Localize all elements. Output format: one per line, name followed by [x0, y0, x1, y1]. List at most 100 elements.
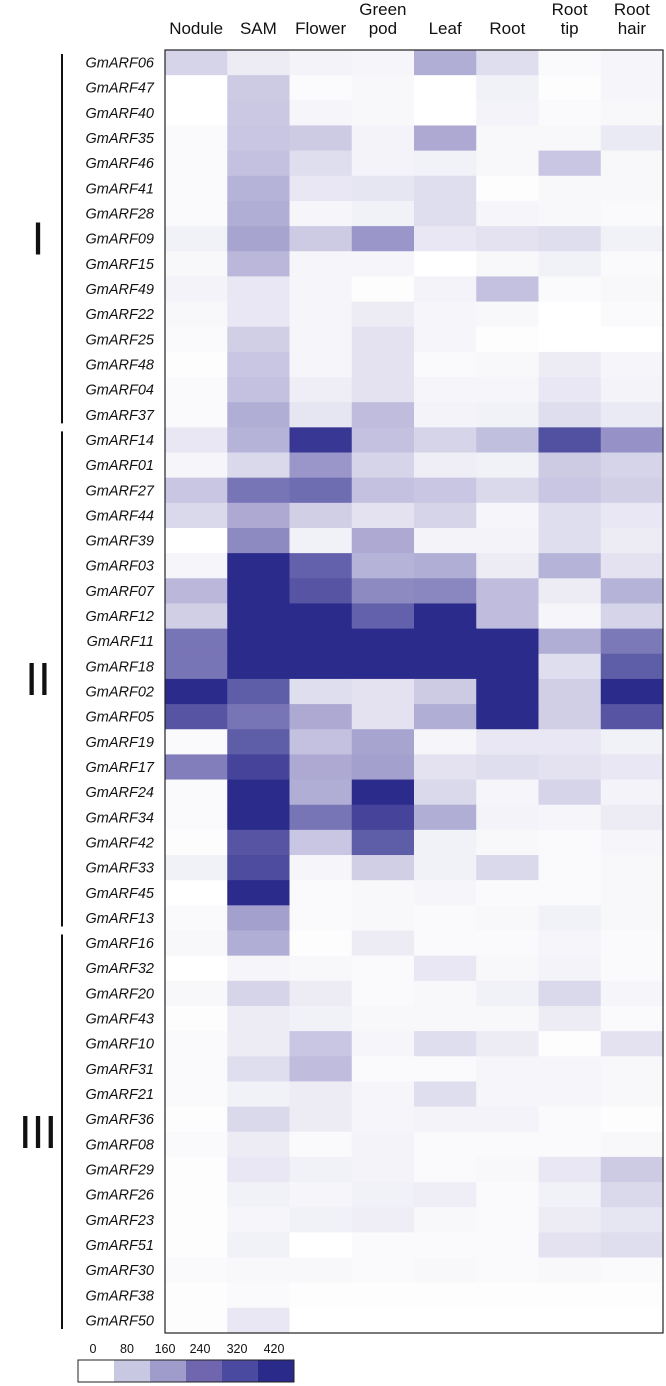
cell-gmarf01-5 — [476, 452, 540, 479]
cell-gmarf20-3 — [351, 980, 415, 1007]
cell-gmarf38-3 — [351, 1282, 415, 1309]
cell-gmarf09-0 — [165, 226, 228, 252]
cell-gmarf06-3 — [351, 50, 415, 76]
cell-gmarf11-1 — [227, 628, 291, 655]
cell-gmarf43-4 — [414, 1005, 477, 1032]
cell-gmarf50-5 — [476, 1307, 540, 1334]
cell-gmarf37-3 — [351, 402, 415, 428]
cell-gmarf12-7 — [600, 603, 664, 630]
cell-gmarf18-0 — [165, 653, 228, 680]
cell-gmarf02-5 — [476, 678, 540, 705]
legend-swatch — [114, 1360, 151, 1382]
cell-gmarf38-7 — [600, 1282, 664, 1309]
cell-gmarf36-1 — [227, 1106, 291, 1133]
cell-gmarf19-4 — [414, 729, 477, 755]
cell-gmarf17-7 — [600, 754, 664, 781]
cell-gmarf32-1 — [227, 955, 291, 982]
cell-gmarf41-6 — [538, 175, 602, 202]
cell-gmarf30-4 — [414, 1257, 477, 1284]
cell-gmarf33-2 — [289, 855, 353, 881]
cell-gmarf14-7 — [600, 427, 664, 454]
cell-gmarf08-5 — [476, 1131, 540, 1158]
cell-gmarf03-3 — [351, 553, 415, 579]
cell-gmarf48-4 — [414, 351, 477, 378]
cell-gmarf44-2 — [289, 502, 353, 529]
cell-gmarf35-3 — [351, 125, 415, 152]
cell-gmarf43-7 — [600, 1005, 664, 1032]
cell-gmarf33-7 — [600, 855, 664, 881]
cell-gmarf25-4 — [414, 326, 477, 353]
column-label-pod: pod — [369, 19, 397, 38]
cell-gmarf16-7 — [600, 930, 664, 957]
cell-gmarf02-3 — [351, 678, 415, 705]
cell-gmarf03-2 — [289, 553, 353, 579]
cell-gmarf34-3 — [351, 804, 415, 831]
cell-gmarf18-3 — [351, 653, 415, 680]
legend-border — [77, 1359, 295, 1383]
cell-gmarf12-6 — [538, 603, 602, 630]
column-label-root: Root — [552, 0, 588, 19]
row-label-gmarf03: GmARF03 — [86, 559, 155, 575]
cell-gmarf16-6 — [538, 930, 602, 957]
cell-gmarf14-6 — [538, 427, 602, 454]
cell-gmarf47-4 — [414, 75, 477, 101]
cell-gmarf04-2 — [289, 377, 353, 403]
cell-gmarf04-6 — [538, 377, 602, 403]
cell-gmarf28-7 — [600, 200, 664, 227]
cell-gmarf21-4 — [414, 1081, 477, 1108]
cell-gmarf06-2 — [289, 50, 353, 76]
cell-gmarf45-3 — [351, 880, 415, 906]
row-label-gmarf16: GmARF16 — [86, 936, 155, 952]
legend-swatch — [78, 1360, 115, 1382]
cell-gmarf51-5 — [476, 1232, 540, 1259]
row-label-gmarf50: GmARF50 — [86, 1313, 155, 1329]
row-label-gmarf01: GmARF01 — [86, 458, 155, 474]
cell-gmarf22-5 — [476, 301, 540, 328]
cell-gmarf45-2 — [289, 880, 353, 906]
cell-gmarf01-7 — [600, 452, 664, 479]
row-label-gmarf40: GmARF40 — [86, 106, 155, 122]
cell-gmarf31-3 — [351, 1056, 415, 1083]
cell-gmarf39-5 — [476, 527, 540, 554]
heatmap-cells — [165, 50, 664, 1334]
cell-gmarf12-3 — [351, 603, 415, 630]
cell-gmarf20-4 — [414, 980, 477, 1007]
cell-gmarf25-5 — [476, 326, 540, 353]
cell-gmarf35-0 — [165, 125, 228, 152]
cell-gmarf03-7 — [600, 553, 664, 579]
cell-gmarf26-4 — [414, 1182, 477, 1208]
cell-gmarf30-5 — [476, 1257, 540, 1284]
cell-gmarf50-4 — [414, 1307, 477, 1334]
cell-gmarf47-2 — [289, 75, 353, 101]
cell-gmarf30-3 — [351, 1257, 415, 1284]
cell-gmarf10-0 — [165, 1031, 228, 1057]
cell-gmarf16-4 — [414, 930, 477, 957]
cell-gmarf51-7 — [600, 1232, 664, 1259]
cell-gmarf33-5 — [476, 855, 540, 881]
cell-gmarf34-6 — [538, 804, 602, 831]
cell-gmarf19-7 — [600, 729, 664, 755]
cell-gmarf44-5 — [476, 502, 540, 529]
cell-gmarf11-6 — [538, 628, 602, 655]
cell-gmarf51-1 — [227, 1232, 291, 1259]
cell-gmarf05-6 — [538, 704, 602, 730]
cell-gmarf24-6 — [538, 779, 602, 806]
cell-gmarf21-7 — [600, 1081, 664, 1108]
cell-gmarf04-3 — [351, 377, 415, 403]
cell-gmarf29-7 — [600, 1156, 664, 1183]
cell-gmarf12-4 — [414, 603, 477, 630]
cell-gmarf07-3 — [351, 578, 415, 605]
cell-gmarf21-6 — [538, 1081, 602, 1108]
column-label-sam: SAM — [240, 19, 277, 38]
cell-gmarf26-3 — [351, 1182, 415, 1208]
cell-gmarf30-7 — [600, 1257, 664, 1284]
cell-gmarf39-7 — [600, 527, 664, 554]
cell-gmarf24-7 — [600, 779, 664, 806]
cell-gmarf23-1 — [227, 1207, 291, 1233]
row-label-gmarf17: GmARF17 — [86, 760, 155, 776]
cell-gmarf47-0 — [165, 75, 228, 101]
cell-gmarf38-4 — [414, 1282, 477, 1309]
cell-gmarf02-2 — [289, 678, 353, 705]
cell-gmarf19-2 — [289, 729, 353, 755]
row-label-gmarf33: GmARF33 — [86, 861, 155, 877]
